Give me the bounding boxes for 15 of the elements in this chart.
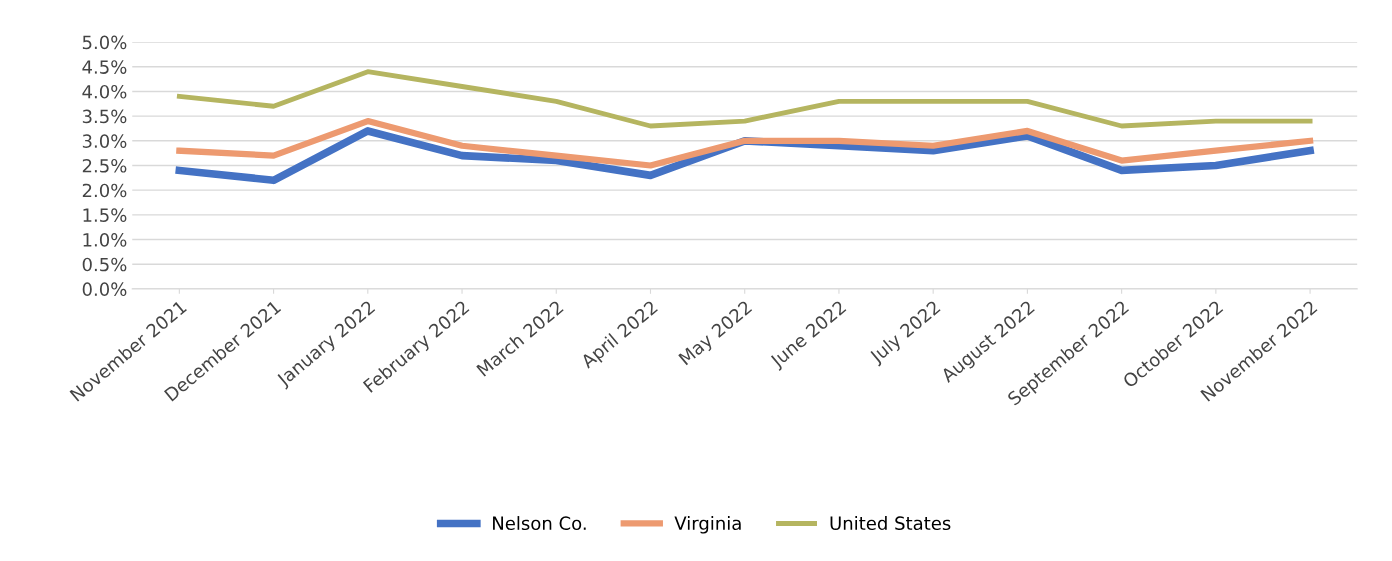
legend-label: United States (830, 516, 951, 531)
y-tick-label: 0.5% (82, 257, 127, 272)
y-tick-label: 1.5% (83, 208, 127, 222)
y-tick-label: 1.0% (83, 233, 127, 247)
line-series (176, 69, 1313, 129)
y-tick-label: 4.0% (82, 84, 127, 99)
y-tick-label: 3.5% (82, 109, 127, 124)
y-tick-label: 0.0% (82, 282, 127, 297)
y-tick-label: 2.5% (82, 158, 127, 173)
y-tick-label: 2.0% (82, 183, 127, 198)
y-tick-label: 5.0% (82, 35, 127, 50)
legend-label: Nelson Co. (493, 516, 586, 531)
y-tick-label: 4.5% (82, 60, 127, 74)
legend-label: Virginia (674, 516, 741, 534)
y-tick-label: 3.0% (82, 134, 127, 148)
